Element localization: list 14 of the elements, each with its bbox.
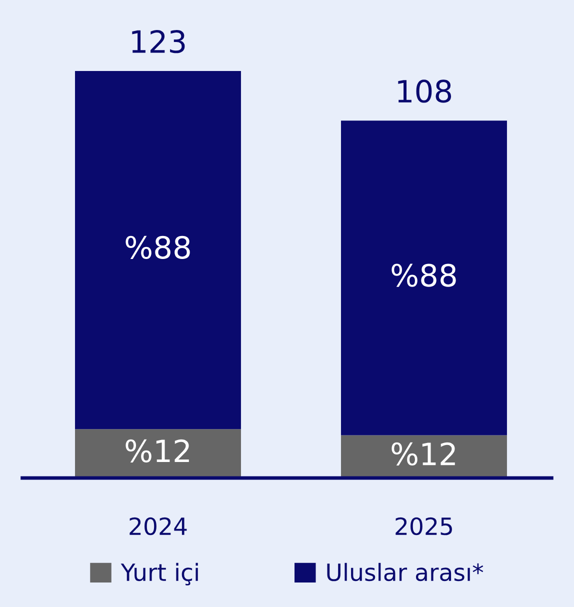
bar	[340, 435, 507, 478]
x-tick-label: 2025	[396, 517, 452, 536]
annotation: %12	[392, 442, 455, 466]
bar	[75, 429, 241, 478]
legend-label: Yurt içi	[120, 562, 198, 586]
annotation: 108	[398, 80, 452, 103]
bar	[75, 71, 241, 430]
legend-label: Uluslar arası*	[327, 562, 484, 582]
bar	[340, 120, 507, 436]
text: 123	[132, 30, 185, 54]
x-tick-label: 2024	[130, 517, 187, 536]
annotation: %88	[126, 236, 190, 259]
annotation: %88	[392, 264, 456, 287]
annotation: %12	[126, 439, 189, 462]
